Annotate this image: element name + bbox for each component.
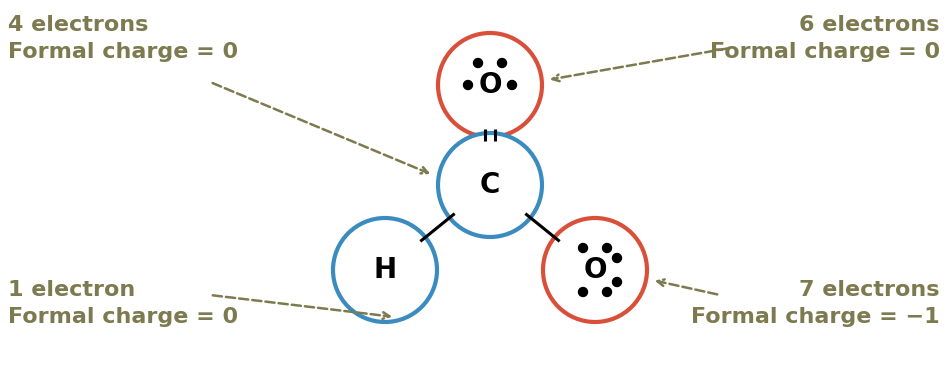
Circle shape <box>498 58 506 67</box>
Text: 6 electrons: 6 electrons <box>799 15 940 35</box>
Circle shape <box>578 288 588 297</box>
Text: Formal charge = −1: Formal charge = −1 <box>691 307 940 327</box>
Circle shape <box>578 243 588 252</box>
Circle shape <box>603 288 611 297</box>
Text: Formal charge = 0: Formal charge = 0 <box>8 307 238 327</box>
Circle shape <box>612 254 622 263</box>
Text: Formal charge = 0: Formal charge = 0 <box>710 42 940 62</box>
Text: 1 electron: 1 electron <box>8 280 136 300</box>
Circle shape <box>464 80 472 89</box>
Circle shape <box>543 218 647 322</box>
Circle shape <box>507 80 517 89</box>
Text: H: H <box>374 256 396 284</box>
Circle shape <box>438 133 542 237</box>
Text: C: C <box>480 171 501 199</box>
Circle shape <box>473 58 483 67</box>
Text: O: O <box>478 71 501 99</box>
Circle shape <box>438 33 542 137</box>
Text: 4 electrons: 4 electrons <box>8 15 149 35</box>
Circle shape <box>612 278 622 286</box>
Circle shape <box>603 243 611 252</box>
Text: Formal charge = 0: Formal charge = 0 <box>8 42 238 62</box>
Circle shape <box>333 218 437 322</box>
Text: 7 electrons: 7 electrons <box>799 280 940 300</box>
Text: O: O <box>583 256 607 284</box>
